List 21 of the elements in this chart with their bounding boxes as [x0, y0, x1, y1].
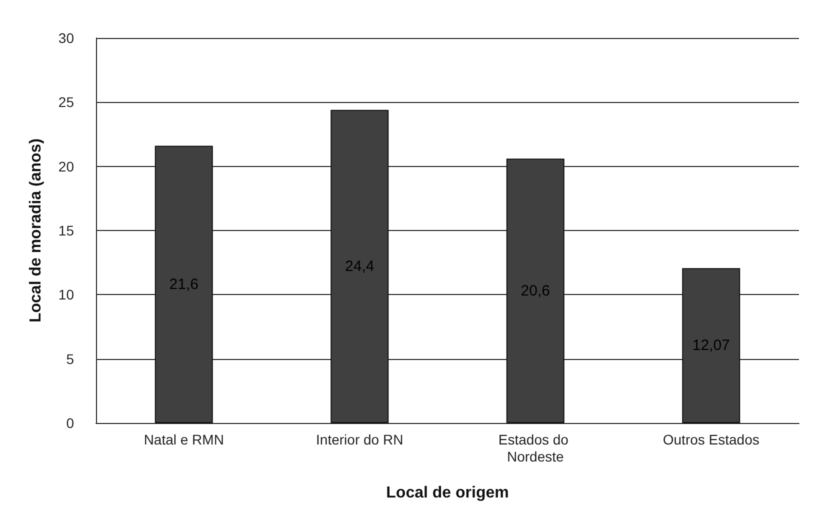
y-tick-label: 10: [58, 286, 74, 303]
bar: [682, 268, 740, 423]
y-tick-label: 0: [66, 415, 74, 431]
x-tick-label: Natal e RMN: [144, 432, 224, 448]
y-axis-title: Local de moradia (anos): [28, 138, 44, 323]
data-label: 24,4: [345, 258, 374, 275]
y-tick-label: 30: [58, 30, 74, 46]
bar: [506, 158, 564, 423]
y-tick-label: 15: [58, 222, 74, 238]
bar: [330, 110, 389, 423]
x-tick-label: Interior do RN: [316, 432, 404, 448]
x-axis-title: Local de origem: [386, 484, 509, 502]
data-label: 21,6: [169, 276, 198, 293]
y-tick-label: 20: [58, 158, 74, 174]
y-tick-label: 5: [66, 350, 74, 367]
y-tick-label: 25: [58, 94, 74, 110]
x-tick-label: Outros Estados: [662, 432, 760, 448]
data-label: 20,6: [520, 282, 550, 300]
bar: [154, 146, 213, 423]
x-tick-label: Estados do Nordeste: [498, 432, 572, 464]
data-label: 12,07: [692, 337, 730, 354]
